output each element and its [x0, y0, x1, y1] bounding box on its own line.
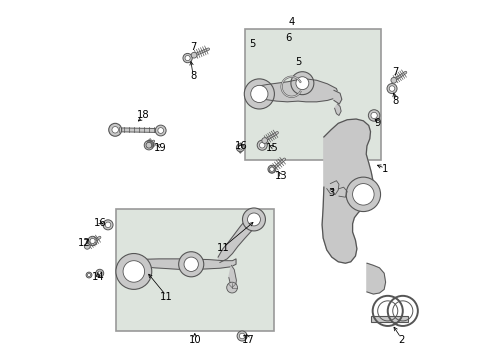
Circle shape — [259, 143, 265, 148]
Circle shape — [257, 140, 267, 150]
Circle shape — [389, 86, 395, 91]
FancyBboxPatch shape — [116, 209, 274, 330]
Polygon shape — [335, 104, 341, 116]
Text: 2: 2 — [398, 334, 404, 345]
Circle shape — [368, 110, 380, 121]
Text: 18: 18 — [137, 111, 149, 121]
Circle shape — [155, 125, 166, 136]
Circle shape — [103, 220, 113, 230]
Circle shape — [291, 72, 314, 95]
Circle shape — [90, 238, 95, 243]
Circle shape — [86, 272, 92, 278]
Circle shape — [112, 127, 119, 133]
Circle shape — [87, 274, 91, 276]
Circle shape — [247, 213, 260, 226]
Text: 11: 11 — [160, 292, 172, 302]
Circle shape — [268, 165, 276, 173]
Polygon shape — [334, 90, 342, 104]
Circle shape — [353, 184, 374, 205]
Circle shape — [240, 333, 245, 339]
Text: 6: 6 — [285, 33, 291, 43]
Circle shape — [227, 282, 238, 293]
Text: 14: 14 — [92, 272, 104, 282]
Polygon shape — [229, 265, 236, 289]
Circle shape — [371, 112, 377, 118]
Circle shape — [88, 236, 97, 246]
Circle shape — [105, 222, 111, 228]
Circle shape — [184, 257, 198, 271]
Text: 7: 7 — [190, 42, 196, 52]
Circle shape — [296, 77, 309, 90]
Text: 8: 8 — [190, 71, 196, 81]
Circle shape — [84, 243, 90, 249]
Text: 10: 10 — [189, 334, 201, 345]
FancyBboxPatch shape — [245, 30, 381, 160]
Text: 16: 16 — [94, 218, 106, 228]
Text: 7: 7 — [392, 67, 399, 77]
Polygon shape — [238, 143, 243, 153]
Circle shape — [183, 53, 192, 63]
Polygon shape — [367, 263, 386, 294]
Text: 5: 5 — [295, 57, 302, 67]
Circle shape — [236, 144, 245, 152]
Circle shape — [185, 55, 190, 60]
Polygon shape — [134, 259, 236, 270]
Text: 1: 1 — [382, 164, 388, 174]
Text: 8: 8 — [392, 96, 399, 106]
Circle shape — [346, 177, 381, 212]
Circle shape — [179, 252, 204, 277]
Bar — [370, 316, 408, 322]
Text: 11: 11 — [217, 243, 230, 253]
Text: 19: 19 — [154, 143, 167, 153]
Circle shape — [238, 145, 243, 150]
Text: 3: 3 — [328, 188, 334, 198]
Polygon shape — [338, 187, 347, 197]
Circle shape — [123, 261, 145, 282]
Circle shape — [243, 208, 266, 231]
Circle shape — [98, 271, 102, 275]
Circle shape — [158, 128, 164, 134]
Polygon shape — [218, 212, 259, 262]
Polygon shape — [327, 181, 339, 194]
Circle shape — [269, 167, 275, 173]
Text: 13: 13 — [274, 171, 287, 181]
Circle shape — [191, 52, 197, 58]
Circle shape — [245, 79, 274, 109]
Circle shape — [109, 123, 122, 136]
Circle shape — [391, 77, 397, 83]
Circle shape — [96, 269, 104, 277]
Text: 17: 17 — [242, 334, 254, 345]
Polygon shape — [322, 119, 373, 263]
Text: 16: 16 — [235, 141, 248, 151]
Text: 5: 5 — [249, 39, 255, 49]
Circle shape — [251, 85, 268, 103]
Circle shape — [237, 331, 247, 341]
Text: 9: 9 — [374, 118, 381, 128]
Circle shape — [146, 142, 152, 148]
Circle shape — [116, 253, 152, 289]
Polygon shape — [259, 79, 338, 102]
Text: 4: 4 — [289, 17, 295, 27]
Circle shape — [262, 138, 268, 143]
Text: 12: 12 — [78, 238, 91, 248]
Circle shape — [270, 167, 274, 171]
Circle shape — [147, 143, 151, 148]
Circle shape — [387, 84, 397, 94]
Circle shape — [144, 140, 153, 150]
Text: 15: 15 — [266, 143, 278, 153]
